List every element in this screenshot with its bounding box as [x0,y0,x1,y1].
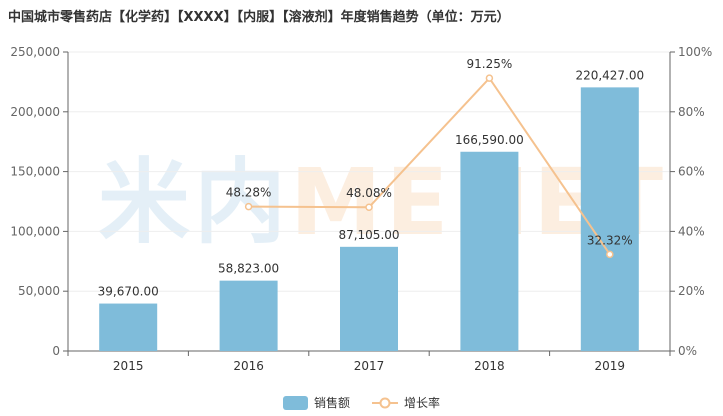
bar-value-label: 39,670.00 [98,285,159,299]
y-left-tick-label: 200,000 [10,105,60,119]
x-tick-label: 2017 [354,359,385,373]
legend-item-sales[interactable]: 销售额 [282,394,350,411]
y-left-tick-label: 50,000 [18,284,60,298]
legend: 销售额 增长率 [0,394,723,411]
y-left-tick-label: 250,000 [10,45,60,59]
y-left-tick-label: 0 [52,344,60,358]
growth-value-label: 91.25% [467,57,513,71]
growth-value-label: 48.28% [226,186,272,200]
bar-value-label: 166,590.00 [455,133,524,147]
y-right-tick-label: 60% [678,165,705,179]
growth-point [606,250,614,259]
legend-item-growth[interactable]: 增长率 [372,394,440,411]
y-right-tick-label: 0% [678,344,697,358]
bar-value-label: 87,105.00 [338,228,399,242]
x-tick-label: 2016 [233,359,264,373]
y-left-tick-label: 150,000 [10,165,60,179]
y-right-tick-label: 40% [678,224,705,238]
growth-point [485,74,494,82]
y-left-tick-label: 100,000 [10,224,60,238]
legend-swatch-line [372,397,398,408]
y-right-tick-label: 100% [678,45,712,59]
legend-label-sales: 销售额 [313,396,350,410]
legend-swatch-bar [282,395,308,410]
bar [460,151,519,351]
bar [340,246,398,351]
growth-point [244,202,253,211]
growth-value-label: 32.32% [587,233,633,247]
legend-label-growth: 增长率 [404,396,441,410]
x-tick-label: 2019 [595,359,626,373]
y-right-tick-label: 80% [678,105,705,119]
bar [580,87,639,351]
bar-value-label: 58,823.00 [218,262,279,276]
y-right-tick-label: 20% [678,284,705,298]
x-tick-label: 2018 [474,359,505,373]
growth-value-label: 48.08% [346,186,392,200]
watermark-part1: 米内 [98,149,291,256]
x-tick-label: 2015 [113,359,144,373]
bar-value-label: 220,427.00 [575,68,644,82]
growth-point [365,203,373,211]
bar [219,280,278,351]
bar [99,303,158,351]
growth-line [248,76,611,255]
chart-title: 中国城市零售药店【化学药】【XXXX】【内服】【溶液剂】年度销售趋势（单位：万元… [8,10,510,25]
